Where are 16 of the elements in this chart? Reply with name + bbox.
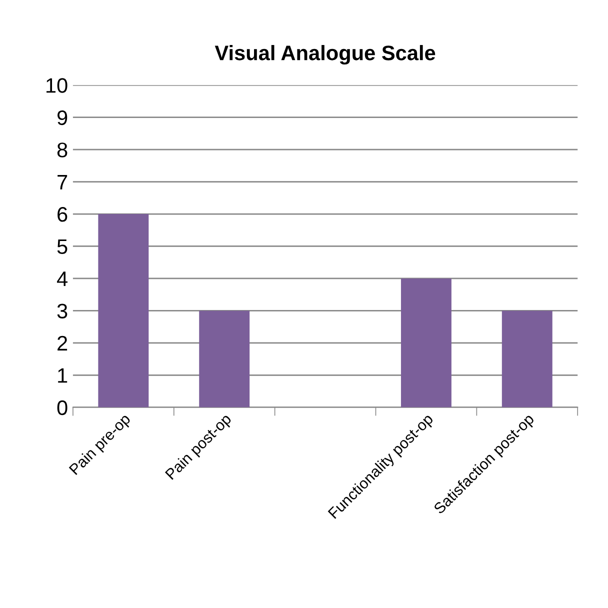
y-tick-label: 9 <box>57 110 68 126</box>
bar <box>199 310 250 408</box>
y-tick-label: 5 <box>57 239 68 254</box>
bar <box>400 278 452 408</box>
y-tick-label: 4 <box>56 272 68 286</box>
y-tick-label: 6 <box>58 207 68 222</box>
y-tick-label: 8 <box>57 142 68 158</box>
bar <box>502 310 552 408</box>
y-tick-label: 3 <box>57 304 68 318</box>
y-tick-label: 7 <box>58 175 68 190</box>
y-tick-label: 10 <box>46 78 68 93</box>
y-tick-label: 0 <box>57 400 68 416</box>
bar <box>98 214 149 408</box>
y-tick-label: 2 <box>58 336 68 350</box>
y-tick-label: 1 <box>58 368 68 383</box>
chart-title: Visual Analogue Scale <box>214 45 436 65</box>
